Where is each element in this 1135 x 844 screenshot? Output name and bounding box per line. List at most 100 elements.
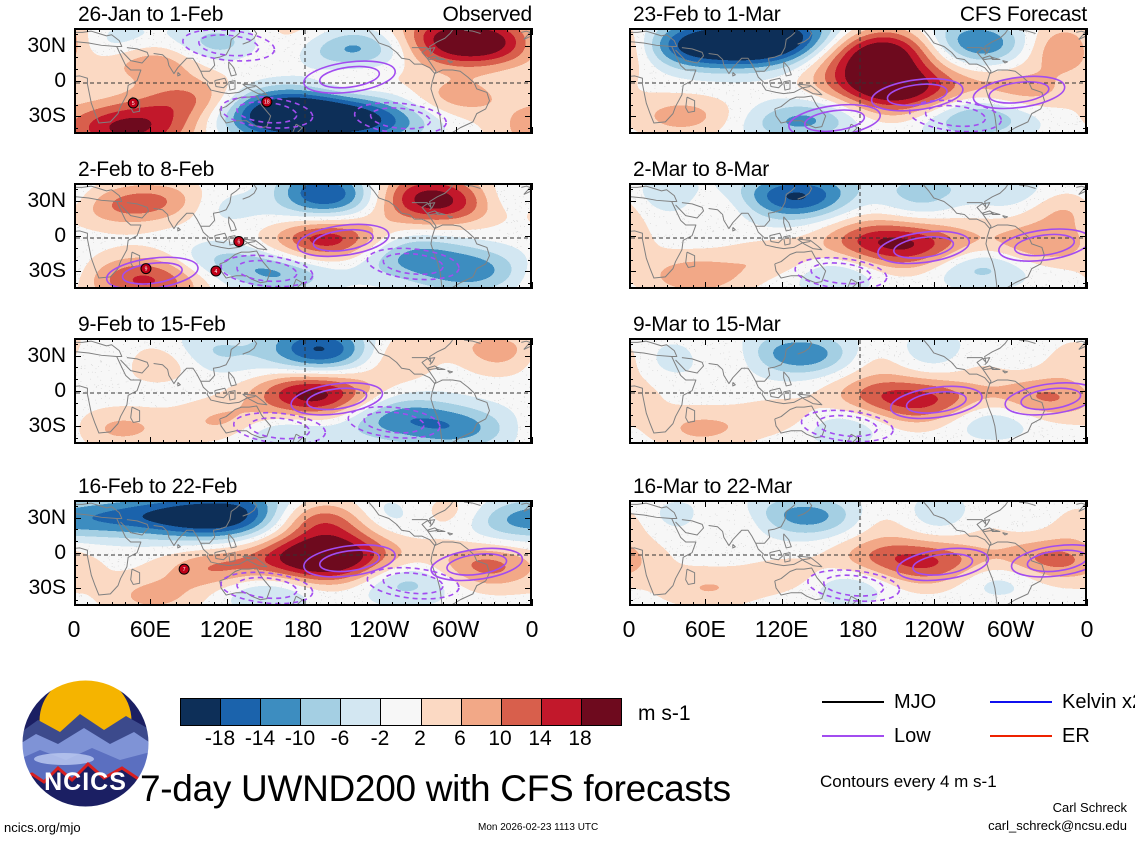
x-tick — [1048, 338, 1050, 342]
x-tick — [705, 28, 707, 35]
x-tick — [188, 28, 190, 32]
x-tick — [252, 500, 254, 504]
x-tick — [506, 440, 508, 444]
x-tick — [468, 285, 470, 289]
x-tick — [1087, 437, 1088, 444]
x-tick — [641, 28, 643, 32]
colorbar-unit-label: m s-1 — [638, 702, 691, 725]
x-tick — [379, 282, 381, 289]
x-tick — [481, 602, 483, 606]
colorbar-segment — [181, 699, 221, 725]
x-tick — [730, 602, 732, 606]
x-tick — [883, 500, 885, 504]
panel-title: 9-Mar to 15-Mar — [633, 313, 781, 336]
x-tick — [705, 437, 707, 444]
colorbar-tick-label: -14 — [244, 727, 276, 750]
x-tick — [654, 130, 656, 134]
x-tick — [455, 183, 457, 190]
x-tick — [163, 440, 165, 444]
x-tick — [1087, 282, 1088, 289]
y-tick — [629, 391, 636, 392]
y-tick — [528, 188, 532, 190]
x-tick — [972, 183, 974, 187]
x-tick — [921, 602, 923, 606]
x-tick — [86, 602, 88, 606]
x-tick — [883, 440, 885, 444]
x-tick — [290, 440, 292, 444]
x-tick — [112, 183, 114, 187]
y-tick — [528, 224, 532, 226]
y-tick — [528, 438, 532, 440]
y-tick — [74, 224, 78, 226]
x-tick — [692, 338, 694, 342]
y-tick — [629, 379, 633, 381]
x-tick — [985, 500, 987, 504]
x-tick — [366, 130, 368, 134]
x-tick — [124, 130, 126, 134]
x-tick — [629, 28, 630, 35]
x-tick — [303, 338, 304, 345]
x-tick — [213, 285, 215, 289]
x-tick — [353, 28, 355, 32]
y-tick — [74, 188, 78, 190]
x-tick — [124, 602, 126, 606]
x-tick — [455, 127, 457, 134]
y-tick — [629, 414, 633, 416]
panel-title: 26-Jan to 1-Feb — [78, 3, 224, 26]
y-axis-label: 30N — [27, 343, 66, 367]
y-tick — [74, 564, 78, 566]
x-tick — [858, 599, 859, 606]
x-tick — [819, 500, 821, 504]
y-tick — [74, 57, 78, 59]
main-title: 7-day UWND200 with CFS forecasts — [140, 768, 731, 809]
x-tick — [506, 338, 508, 342]
x-tick — [807, 28, 809, 32]
y-tick — [528, 367, 532, 369]
x-tick — [947, 130, 949, 134]
x-tick — [756, 28, 758, 32]
x-tick — [175, 500, 177, 504]
x-tick — [1087, 338, 1088, 345]
y-tick — [525, 236, 532, 237]
y-tick — [74, 379, 78, 381]
x-tick — [1061, 440, 1063, 444]
x-tick — [226, 437, 228, 444]
colorbar-segment — [300, 699, 341, 725]
y-tick — [1083, 224, 1087, 226]
x-tick — [845, 285, 847, 289]
x-tick — [819, 130, 821, 134]
x-tick — [985, 285, 987, 289]
x-tick — [667, 28, 669, 32]
x-tick — [781, 127, 783, 134]
x-axis-label: 120W — [904, 616, 965, 642]
x-tick — [845, 440, 847, 444]
x-tick — [303, 183, 304, 190]
anomaly-field — [76, 185, 530, 287]
x-tick — [654, 28, 656, 32]
x-tick — [277, 130, 279, 134]
y-tick — [1083, 69, 1087, 71]
anomaly-field — [631, 185, 1085, 287]
x-tick — [519, 440, 521, 444]
x-tick — [908, 338, 910, 342]
x-tick — [908, 183, 910, 187]
x-axis-label: 60E — [684, 616, 726, 642]
x-tick — [794, 28, 796, 32]
x-tick — [417, 500, 419, 504]
y-tick — [525, 45, 532, 47]
x-tick — [629, 127, 630, 134]
x-tick — [404, 500, 406, 504]
y-tick — [629, 81, 636, 82]
y-tick — [1080, 588, 1087, 590]
x-tick — [112, 602, 114, 606]
x-tick — [679, 500, 681, 504]
x-tick — [264, 602, 266, 606]
x-tick — [896, 28, 898, 32]
x-tick — [264, 500, 266, 504]
x-tick — [1074, 602, 1076, 606]
y-axis-label: 30N — [27, 33, 66, 57]
y-tick — [528, 57, 532, 59]
y-tick — [528, 505, 532, 507]
anomaly-field — [76, 502, 530, 604]
x-tick — [175, 602, 177, 606]
